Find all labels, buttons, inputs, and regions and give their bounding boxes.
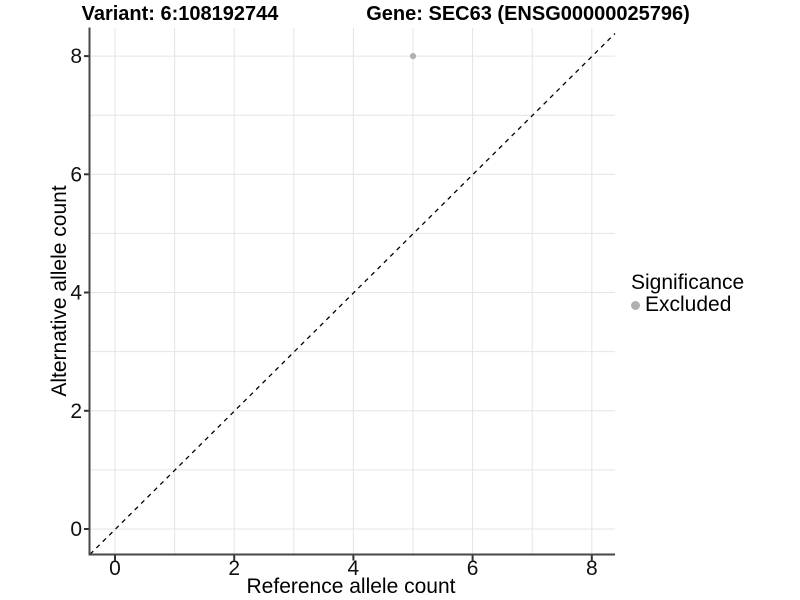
x-tick-label: 0 — [109, 557, 121, 580]
axis-lines — [88, 27, 615, 556]
horizontal-gridlines — [90, 55, 615, 530]
y-tick-label: 0 — [70, 518, 82, 541]
x-tick-labels: 0 2 4 6 8 — [109, 557, 597, 580]
legend: Significance Excluded — [631, 272, 744, 316]
x-axis-title: Reference allele count — [247, 575, 456, 598]
legend-item-excluded: Excluded — [631, 294, 744, 316]
x-tick-label: 2 — [228, 557, 240, 580]
x-tick-marks — [114, 555, 593, 561]
plot-title-variant: Variant: 6:108192744 — [81, 3, 279, 25]
y-tick-label: 6 — [70, 163, 82, 186]
plot-title-gene: Gene: SEC63 (ENSG00000025796) — [366, 3, 690, 25]
legend-item-label: Excluded — [645, 293, 732, 316]
legend-title: Significance — [631, 271, 745, 294]
x-tick-label: 6 — [467, 557, 479, 580]
vertical-gridlines — [114, 28, 593, 554]
y-axis-title: Alternative allele count — [48, 185, 71, 396]
y-tick-marks — [84, 55, 89, 530]
x-tick-label: 4 — [348, 557, 360, 580]
x-tick-label: 8 — [586, 557, 598, 580]
y-tick-label: 2 — [70, 400, 82, 423]
identity-reference-line — [89, 33, 616, 555]
data-point-excluded — [409, 53, 417, 60]
y-tick-label: 4 — [70, 282, 82, 305]
y-tick-labels: 0 2 4 6 8 — [70, 45, 82, 541]
y-tick-label: 8 — [70, 45, 82, 68]
legend-point-icon — [631, 300, 640, 310]
